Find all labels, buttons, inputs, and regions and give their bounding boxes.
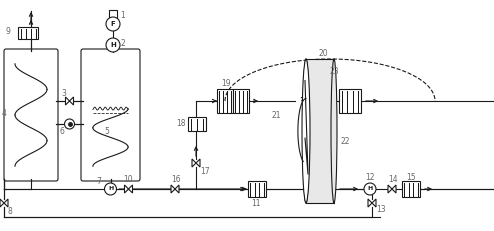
Text: F: F bbox=[111, 21, 116, 27]
Polygon shape bbox=[124, 185, 128, 193]
Bar bbox=[402, 181, 420, 197]
Text: 11: 11 bbox=[251, 200, 260, 209]
Polygon shape bbox=[372, 199, 376, 207]
Circle shape bbox=[65, 119, 75, 129]
Polygon shape bbox=[196, 159, 200, 167]
Text: 14: 14 bbox=[388, 176, 398, 185]
Text: 12: 12 bbox=[365, 173, 374, 182]
Text: 7: 7 bbox=[96, 176, 101, 185]
Text: 20: 20 bbox=[318, 49, 328, 58]
Text: 9: 9 bbox=[5, 27, 10, 36]
Text: 21: 21 bbox=[271, 112, 281, 121]
Text: 13: 13 bbox=[376, 204, 386, 213]
Text: 2: 2 bbox=[120, 39, 125, 48]
Text: H: H bbox=[368, 186, 372, 191]
Text: 15: 15 bbox=[406, 173, 415, 182]
Polygon shape bbox=[70, 97, 74, 105]
Polygon shape bbox=[368, 199, 372, 207]
Text: 18: 18 bbox=[176, 119, 186, 128]
Bar bbox=[233, 89, 249, 113]
Polygon shape bbox=[388, 185, 392, 193]
Polygon shape bbox=[66, 97, 70, 105]
Bar bbox=[109, 10, 117, 18]
Ellipse shape bbox=[302, 59, 310, 203]
Text: 3: 3 bbox=[61, 88, 66, 97]
Text: 4: 4 bbox=[2, 109, 7, 119]
Polygon shape bbox=[171, 185, 175, 193]
FancyBboxPatch shape bbox=[81, 49, 140, 181]
Ellipse shape bbox=[331, 59, 337, 203]
Ellipse shape bbox=[303, 59, 309, 203]
Circle shape bbox=[364, 183, 376, 195]
Bar bbox=[306, 59, 334, 203]
Polygon shape bbox=[4, 199, 8, 207]
Text: H: H bbox=[108, 186, 113, 191]
Text: 1: 1 bbox=[120, 12, 125, 21]
Text: H: H bbox=[110, 42, 116, 48]
Circle shape bbox=[105, 183, 117, 195]
Bar bbox=[248, 181, 266, 197]
Text: 22: 22 bbox=[340, 137, 349, 146]
Polygon shape bbox=[128, 185, 132, 193]
Text: 10: 10 bbox=[124, 176, 133, 185]
Text: 6: 6 bbox=[59, 128, 64, 137]
Polygon shape bbox=[392, 185, 396, 193]
Text: 19: 19 bbox=[221, 79, 231, 88]
Text: 5: 5 bbox=[104, 127, 109, 136]
Text: 17: 17 bbox=[200, 167, 209, 176]
Bar bbox=[18, 27, 38, 39]
Text: 16: 16 bbox=[171, 176, 181, 185]
Bar bbox=[339, 89, 361, 113]
Text: 23: 23 bbox=[329, 67, 338, 76]
Bar bbox=[217, 89, 233, 113]
Circle shape bbox=[106, 38, 120, 52]
FancyBboxPatch shape bbox=[4, 49, 58, 181]
Text: 8: 8 bbox=[7, 207, 12, 216]
Polygon shape bbox=[192, 159, 196, 167]
Polygon shape bbox=[175, 185, 179, 193]
Bar bbox=[188, 117, 206, 131]
Circle shape bbox=[106, 17, 120, 31]
Polygon shape bbox=[0, 199, 4, 207]
